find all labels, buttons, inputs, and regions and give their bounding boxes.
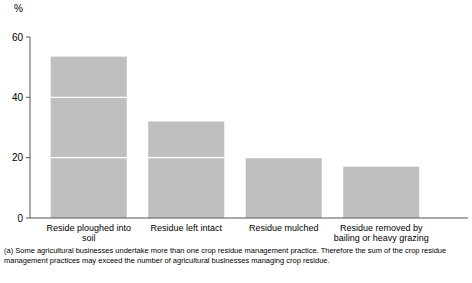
bar bbox=[343, 167, 419, 218]
tick-label: 0 bbox=[17, 213, 23, 224]
bar bbox=[148, 121, 224, 218]
tick bbox=[26, 37, 30, 38]
grid-line bbox=[30, 97, 468, 98]
label-line: soil bbox=[82, 233, 96, 243]
chart: 0 20 40 60% Reside ploughed intosoil Residue … bbox=[0, 0, 472, 283]
label-line: Reside ploughed into bbox=[46, 223, 131, 233]
bar bbox=[51, 57, 127, 218]
y-axis bbox=[30, 37, 31, 218]
tick bbox=[26, 157, 30, 158]
category-label: Residue removed bybailing or heavy grazi… bbox=[334, 223, 429, 243]
tick-label: 60 bbox=[12, 32, 24, 43]
category-label: Reside ploughed intosoil bbox=[46, 223, 131, 243]
x-axis bbox=[30, 218, 468, 219]
grid-line bbox=[30, 36, 468, 37]
y-label: % bbox=[14, 3, 23, 14]
label-line: bailing or heavy grazing bbox=[334, 233, 429, 243]
footnote-line: (a) Some agricultural businesses underta… bbox=[4, 246, 446, 255]
label-line: Residue mulched bbox=[249, 223, 319, 233]
tick bbox=[26, 218, 30, 219]
category-label: Residue mulched bbox=[249, 223, 319, 233]
tick-label: 40 bbox=[12, 92, 24, 103]
tick bbox=[26, 97, 30, 98]
bar bbox=[246, 158, 322, 218]
category-label: Residue left intact bbox=[150, 223, 222, 233]
grid-line bbox=[30, 157, 468, 158]
bars bbox=[51, 57, 420, 218]
label-line: Residue removed by bbox=[340, 223, 423, 233]
tick-label: 20 bbox=[12, 152, 24, 163]
footnote: (a) Some agricultural businesses underta… bbox=[4, 246, 446, 265]
grid bbox=[30, 37, 468, 158]
label-line: Residue left intact bbox=[150, 223, 222, 233]
footnote-line: management practices may exceed the numb… bbox=[4, 256, 330, 265]
